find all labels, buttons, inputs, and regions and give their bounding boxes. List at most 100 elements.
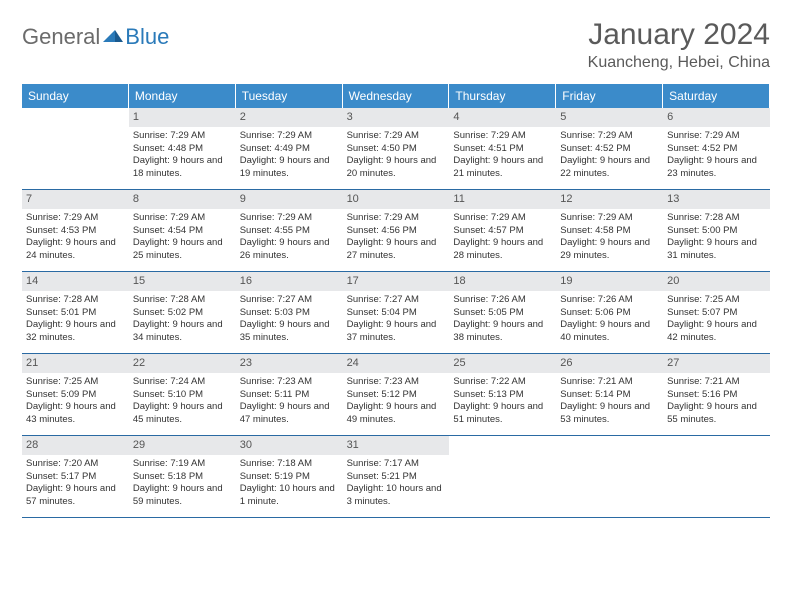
day-details: Sunrise: 7:26 AMSunset: 5:05 PMDaylight:… [453, 294, 552, 345]
day-number: 23 [236, 354, 343, 373]
day-details: Sunrise: 7:28 AMSunset: 5:00 PMDaylight:… [667, 212, 766, 263]
day-cell: 22Sunrise: 7:24 AMSunset: 5:10 PMDayligh… [129, 354, 236, 436]
day-cell: 19 Sunrise: 7:26 AMSunset: 5:06 PMDayligh… [556, 272, 663, 354]
header: General Blue January 2024 Kuancheng, Heb… [22, 18, 770, 72]
day-details: Sunrise: 7:29 AMSunset: 4:57 PMDaylight:… [453, 212, 552, 263]
day-details: Sunrise: 7:26 AMSunset: 5:06 PMDaylight:… [560, 294, 659, 345]
day-details: Sunrise: 7:18 AMSunset: 5:19 PMDaylight:… [240, 458, 339, 509]
logo: General Blue [22, 18, 169, 50]
day-number: 31 [343, 436, 450, 455]
day-details: Sunrise: 7:29 AMSunset: 4:58 PMDaylight:… [560, 212, 659, 263]
day-details: Sunrise: 7:28 AMSunset: 5:02 PMDaylight:… [133, 294, 232, 345]
day-details: Sunrise: 7:23 AMSunset: 5:12 PMDaylight:… [347, 376, 446, 427]
day-cell: 9Sunrise: 7:29 AMSunset: 4:55 PMDaylight… [236, 190, 343, 272]
day-number: 6 [663, 108, 770, 127]
day-cell: 21Sunrise: 7:25 AMSunset: 5:09 PMDayligh… [22, 354, 129, 436]
empty-cell [556, 436, 663, 518]
day-details: Sunrise: 7:29 AMSunset: 4:50 PMDaylight:… [347, 130, 446, 181]
day-cell: 30 Sunrise: 7:18 AMSunset: 5:19 PMDayligh… [236, 436, 343, 518]
day-details: Sunrise: 7:27 AMSunset: 5:03 PMDaylight:… [240, 294, 339, 345]
day-cell: 11 Sunrise: 7:29 AMSunset: 4:57 PMDayligh… [449, 190, 556, 272]
day-cell: 10 Sunrise: 7:29 AMSunset: 4:56 PMDayligh… [343, 190, 450, 272]
day-number: 2 [236, 108, 343, 127]
day-number: 26 [556, 354, 663, 373]
day-cell: 15 Sunrise: 7:28 AMSunset: 5:02 PMDayligh… [129, 272, 236, 354]
month-title: January 2024 [588, 18, 770, 52]
day-cell: 2 Sunrise: 7:29 AMSunset: 4:49 PMDaylight… [236, 108, 343, 190]
day-number: 30 [236, 436, 343, 455]
day-details: Sunrise: 7:17 AMSunset: 5:21 PMDaylight:… [347, 458, 446, 509]
day-number: 22 [129, 354, 236, 373]
day-details: Sunrise: 7:29 AMSunset: 4:52 PMDaylight:… [667, 130, 766, 181]
day-details: Sunrise: 7:29 AMSunset: 4:54 PMDaylight:… [133, 212, 232, 263]
day-number: 19 [556, 272, 663, 291]
day-details: Sunrise: 7:25 AMSunset: 5:07 PMDaylight:… [667, 294, 766, 345]
weekday-header: Tuesday [236, 84, 343, 108]
day-cell: 17 Sunrise: 7:27 AMSunset: 5:04 PMDayligh… [343, 272, 450, 354]
logo-text-general: General [22, 24, 100, 50]
day-cell: 4 Sunrise: 7:29 AMSunset: 4:51 PMDaylight… [449, 108, 556, 190]
day-cell: 13 Sunrise: 7:28 AMSunset: 5:00 PMDayligh… [663, 190, 770, 272]
weekday-header: Friday [556, 84, 663, 108]
day-number: 29 [129, 436, 236, 455]
day-number: 25 [449, 354, 556, 373]
title-block: January 2024 Kuancheng, Hebei, China [588, 18, 770, 72]
day-number: 12 [556, 190, 663, 209]
day-number: 5 [556, 108, 663, 127]
weekday-header: Saturday [663, 84, 770, 108]
day-number: 9 [236, 190, 343, 209]
day-number: 10 [343, 190, 450, 209]
day-details: Sunrise: 7:22 AMSunset: 5:13 PMDaylight:… [453, 376, 552, 427]
day-number: 8 [129, 190, 236, 209]
weekday-header: Wednesday [343, 84, 450, 108]
logo-triangle-icon [102, 26, 124, 44]
day-details: Sunrise: 7:21 AMSunset: 5:16 PMDaylight:… [667, 376, 766, 427]
calendar-grid: SundayMondayTuesdayWednesdayThursdayFrid… [22, 84, 770, 518]
day-cell: 29 Sunrise: 7:19 AMSunset: 5:18 PMDayligh… [129, 436, 236, 518]
day-details: Sunrise: 7:25 AMSunset: 5:09 PMDaylight:… [26, 376, 125, 427]
day-cell: 12 Sunrise: 7:29 AMSunset: 4:58 PMDayligh… [556, 190, 663, 272]
day-number: 14 [22, 272, 129, 291]
day-cell: 7 Sunrise: 7:29 AMSunset: 4:53 PMDaylight… [22, 190, 129, 272]
day-details: Sunrise: 7:29 AMSunset: 4:51 PMDaylight:… [453, 130, 552, 181]
day-details: Sunrise: 7:29 AMSunset: 4:53 PMDaylight:… [26, 212, 125, 263]
day-number: 3 [343, 108, 450, 127]
day-details: Sunrise: 7:28 AMSunset: 5:01 PMDaylight:… [26, 294, 125, 345]
day-cell: 24Sunrise: 7:23 AMSunset: 5:12 PMDayligh… [343, 354, 450, 436]
day-details: Sunrise: 7:23 AMSunset: 5:11 PMDaylight:… [240, 376, 339, 427]
day-details: Sunrise: 7:20 AMSunset: 5:17 PMDaylight:… [26, 458, 125, 509]
day-cell: 6 Sunrise: 7:29 AMSunset: 4:52 PMDaylight… [663, 108, 770, 190]
day-number: 28 [22, 436, 129, 455]
day-number: 17 [343, 272, 450, 291]
day-cell: 5Sunrise: 7:29 AMSunset: 4:52 PMDaylight… [556, 108, 663, 190]
empty-cell [663, 436, 770, 518]
day-cell: 8 Sunrise: 7:29 AMSunset: 4:54 PMDaylight… [129, 190, 236, 272]
day-cell: 18 Sunrise: 7:26 AMSunset: 5:05 PMDayligh… [449, 272, 556, 354]
day-cell: 20Sunrise: 7:25 AMSunset: 5:07 PMDayligh… [663, 272, 770, 354]
day-details: Sunrise: 7:29 AMSunset: 4:48 PMDaylight:… [133, 130, 232, 181]
day-cell: 14 Sunrise: 7:28 AMSunset: 5:01 PMDayligh… [22, 272, 129, 354]
day-details: Sunrise: 7:29 AMSunset: 4:56 PMDaylight:… [347, 212, 446, 263]
day-number: 13 [663, 190, 770, 209]
day-cell: 28 Sunrise: 7:20 AMSunset: 5:17 PMDayligh… [22, 436, 129, 518]
day-number: 1 [129, 108, 236, 127]
day-details: Sunrise: 7:29 AMSunset: 4:49 PMDaylight:… [240, 130, 339, 181]
day-cell: 25 Sunrise: 7:22 AMSunset: 5:13 PMDayligh… [449, 354, 556, 436]
day-cell: 31 Sunrise: 7:17 AMSunset: 5:21 PMDayligh… [343, 436, 450, 518]
day-number: 7 [22, 190, 129, 209]
weekday-header: Sunday [22, 84, 129, 108]
day-cell: 16 Sunrise: 7:27 AMSunset: 5:03 PMDayligh… [236, 272, 343, 354]
day-cell: 3 Sunrise: 7:29 AMSunset: 4:50 PMDaylight… [343, 108, 450, 190]
location: Kuancheng, Hebei, China [588, 54, 770, 72]
day-cell: 1 Sunrise: 7:29 AMSunset: 4:48 PMDaylight… [129, 108, 236, 190]
day-number: 15 [129, 272, 236, 291]
empty-cell [22, 108, 129, 190]
day-details: Sunrise: 7:27 AMSunset: 5:04 PMDaylight:… [347, 294, 446, 345]
day-cell: 26Sunrise: 7:21 AMSunset: 5:14 PMDayligh… [556, 354, 663, 436]
day-number: 18 [449, 272, 556, 291]
day-number: 4 [449, 108, 556, 127]
day-number: 16 [236, 272, 343, 291]
day-number: 11 [449, 190, 556, 209]
day-details: Sunrise: 7:19 AMSunset: 5:18 PMDaylight:… [133, 458, 232, 509]
weekday-header: Thursday [449, 84, 556, 108]
